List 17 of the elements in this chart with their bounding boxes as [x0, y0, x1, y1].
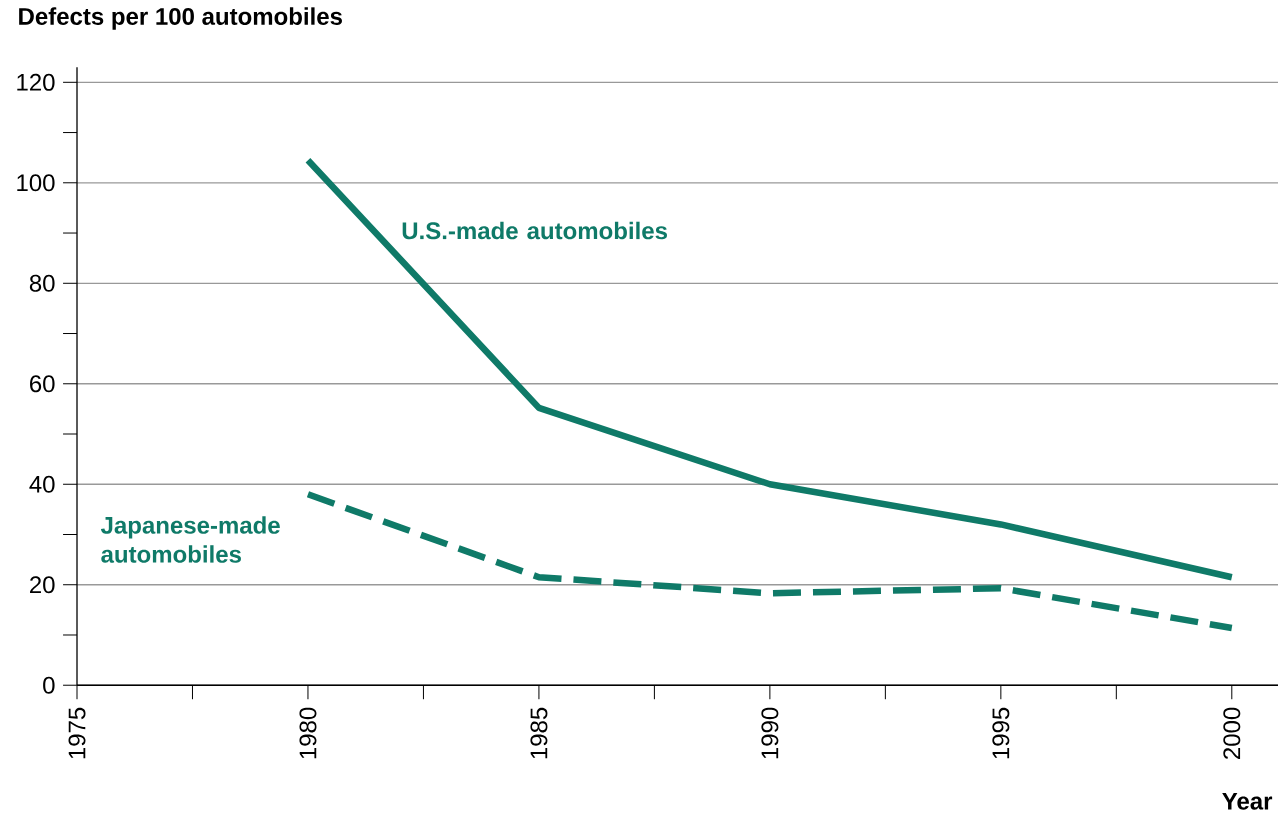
y-tick-label: 60	[30, 375, 55, 393]
y-axis-title: Defects per 100 automobiles	[19, 7, 342, 30]
x-tick-label: 1990	[761, 707, 779, 759]
x-tick-label: 1985	[530, 707, 548, 759]
x-tick-label: 1975	[68, 707, 86, 759]
x-tick-label: 1995	[992, 707, 1010, 759]
y-tick-label: 100	[17, 174, 55, 192]
x-axis-title: Year	[1222, 792, 1273, 810]
y-tick-label: 40	[29, 475, 55, 493]
y-tick-label: 20	[30, 576, 55, 594]
x-tick-label: 2000	[1223, 707, 1241, 759]
x-tick-label: 1980	[299, 707, 317, 759]
series-label: U.S.-made automobiles	[402, 221, 667, 240]
y-tick-label: 80	[29, 274, 55, 292]
y-tick-label: 120	[17, 73, 55, 91]
series-label: Japanese-made automobiles	[100, 516, 280, 563]
y-tick-label: 0	[43, 676, 55, 694]
